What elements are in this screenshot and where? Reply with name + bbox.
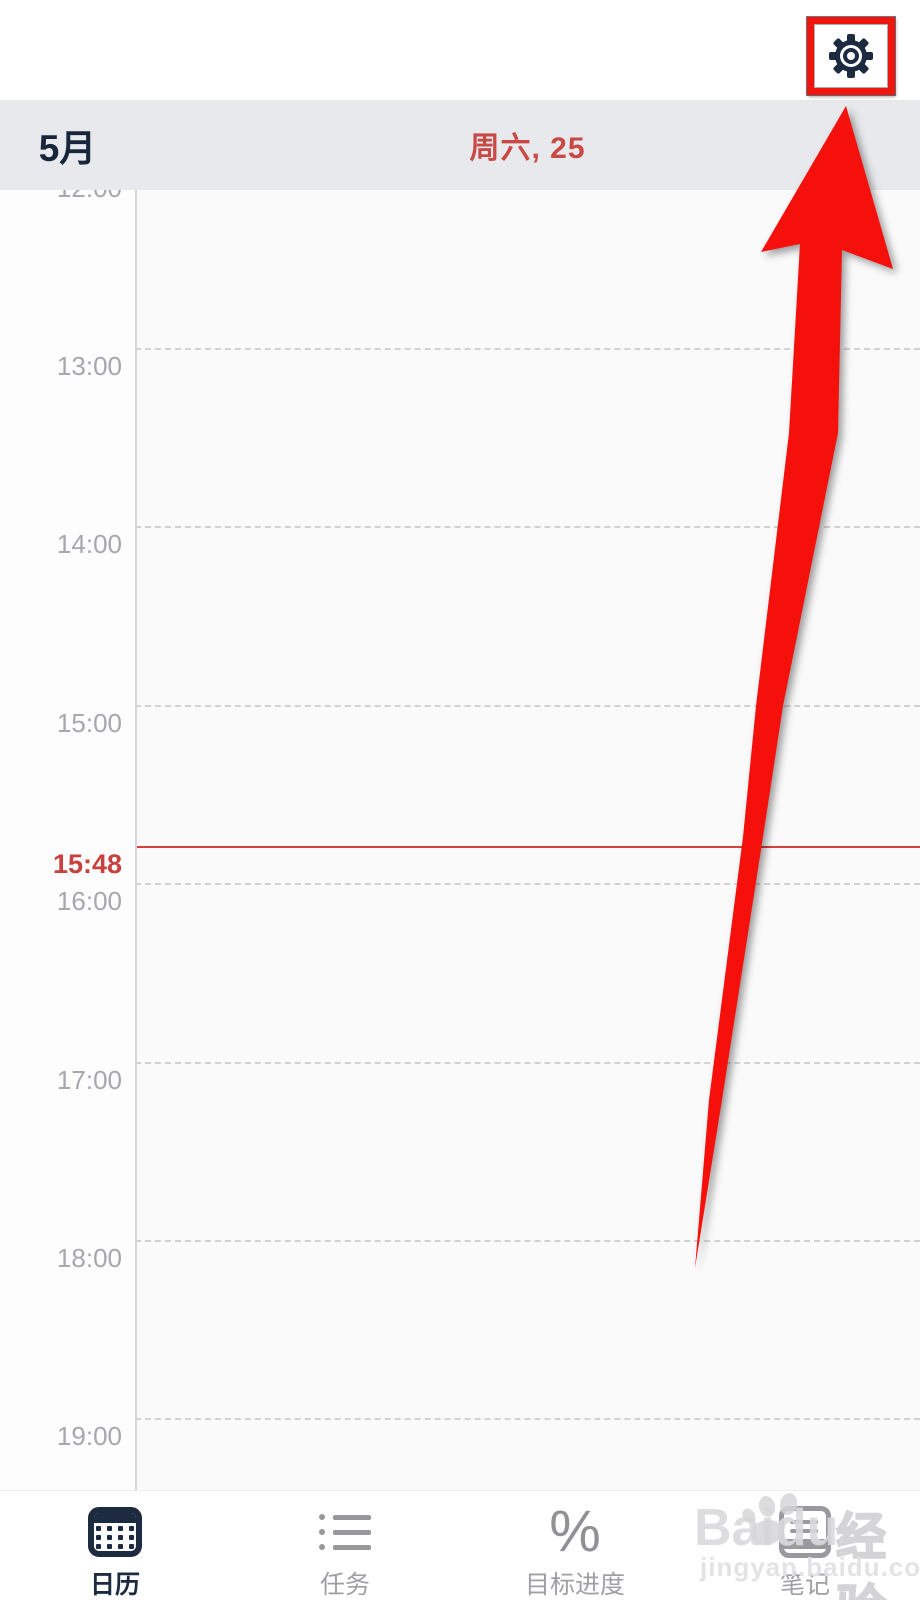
tab-label: 笔记 [779, 1571, 830, 1599]
gear-icon[interactable] [828, 33, 874, 79]
notes-icon [779, 1506, 831, 1558]
calendar-icon [88, 1507, 142, 1557]
time-gutter-divider [135, 100, 137, 1490]
tasks-list-icon [319, 1514, 371, 1550]
hour-label: 19:00 [56, 1421, 122, 1451]
hour-label: 13:00 [56, 351, 122, 381]
selected-day-label[interactable]: 周六, 25 [469, 132, 586, 165]
hour-label: 18:00 [56, 1243, 122, 1273]
tab-label: 日历 [89, 1571, 140, 1599]
current-time-label: 15:48 [52, 849, 122, 879]
tab-calendar[interactable]: 日历 [0, 1491, 230, 1600]
hour-label: 15:00 [56, 708, 122, 738]
current-time-line [135, 846, 920, 848]
settings-highlight-box[interactable] [806, 16, 896, 96]
tab-label: 任务 [319, 1571, 370, 1599]
day-grid[interactable] [0, 100, 920, 1490]
gridline-15 [135, 705, 920, 707]
tab-goal-progress[interactable]: % 目标进度 [460, 1491, 690, 1600]
tab-tasks[interactable]: 任务 [230, 1491, 460, 1600]
gridline-19 [135, 1418, 920, 1420]
gridline-16 [135, 883, 920, 885]
percent-icon: % [549, 1499, 601, 1564]
tab-label: 目标进度 [524, 1571, 625, 1599]
hour-label: 14:00 [56, 529, 122, 559]
hour-label: 17:00 [56, 1065, 122, 1095]
tab-notes[interactable]: 笔记 [690, 1491, 920, 1600]
toolbar [0, 0, 920, 100]
gridline-13 [135, 348, 920, 350]
hour-label: 16:00 [56, 886, 122, 916]
month-label: 5月 [38, 128, 97, 169]
gridline-17 [135, 1062, 920, 1064]
gridline-14 [135, 526, 920, 528]
gridline-18 [135, 1240, 920, 1242]
day-column[interactable] [135, 100, 920, 1490]
tab-bar: 日历 任务 % 目标进度 笔记 [0, 1490, 920, 1600]
